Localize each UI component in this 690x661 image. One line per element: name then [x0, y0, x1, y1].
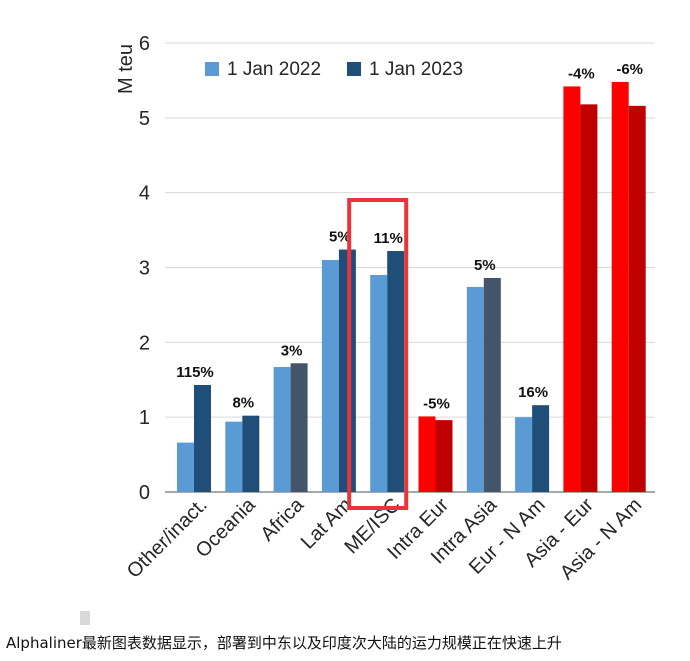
- y-tick-label: 6: [139, 33, 150, 55]
- bar-2022: [321, 260, 339, 492]
- legend-swatch-2022: [205, 62, 219, 76]
- data-label: 3%: [281, 342, 303, 359]
- bar-2023: [387, 251, 405, 492]
- y-tick-label: 5: [139, 108, 150, 130]
- data-label: 16%: [518, 384, 548, 401]
- bar-2022: [515, 417, 533, 492]
- bar-2023: [290, 363, 308, 492]
- bar-2023: [532, 405, 550, 492]
- bar-2023: [242, 415, 260, 492]
- data-label: -6%: [616, 61, 643, 78]
- bar-2023: [435, 420, 453, 492]
- legend-label-2022: 1 Jan 2022: [227, 59, 321, 80]
- y-tick-label: 4: [139, 183, 150, 205]
- highlight-box: [347, 198, 409, 510]
- data-label: 11%: [374, 230, 403, 247]
- bar-2023: [194, 384, 211, 492]
- bar-2022: [466, 286, 484, 492]
- bar-2023: [628, 105, 646, 493]
- data-label: -4%: [568, 65, 595, 82]
- y-tick-label: 2: [139, 332, 150, 354]
- legend-swatch-2023: [347, 62, 361, 76]
- data-label: 8%: [232, 395, 254, 412]
- chart-caption: Alphaliner最新图表数据显示，部署到中东以及印度次大陆的运力规模正在快速…: [6, 634, 562, 652]
- bar-2023: [580, 104, 598, 492]
- y-axis-label: M teu: [115, 44, 137, 94]
- data-label: 115%: [176, 364, 214, 381]
- bar-2022: [611, 81, 629, 492]
- bar-2022: [563, 86, 581, 493]
- caption-image-placeholder: [80, 611, 90, 625]
- bar-2022: [418, 416, 436, 492]
- y-tick-label: 3: [139, 258, 150, 280]
- legend-label-2023: 1 Jan 2023: [369, 59, 463, 80]
- y-tick-label: 0: [139, 482, 150, 504]
- bar-2022: [273, 367, 291, 492]
- data-label: 5%: [474, 257, 496, 274]
- data-label: 5%: [329, 229, 351, 246]
- bar-2022: [370, 274, 388, 492]
- bar-2023: [483, 277, 501, 492]
- bar-2022: [177, 442, 194, 492]
- data-label: -5%: [423, 395, 450, 412]
- x-tick-label: Other/inact.: [123, 494, 212, 583]
- y-tick-label: 1: [139, 407, 150, 429]
- bar-2022: [225, 421, 243, 492]
